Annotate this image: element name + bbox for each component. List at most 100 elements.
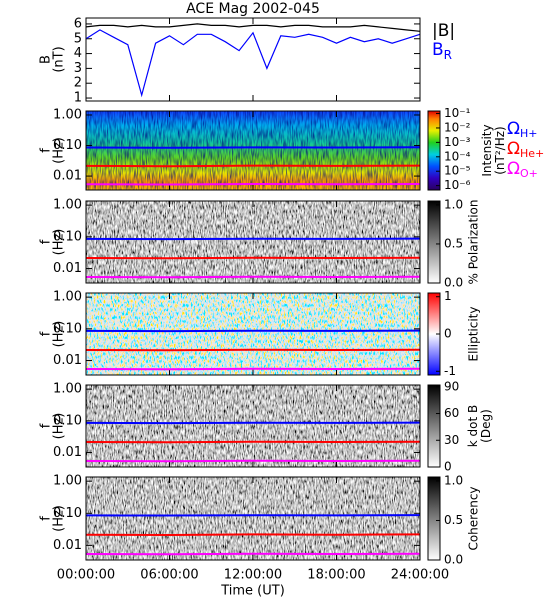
series-line (85, 533, 421, 537)
y-tick-label: 0.10 (53, 413, 82, 428)
plot-frame (85, 200, 421, 284)
series-line (85, 440, 421, 444)
y-tick-label: 2 (74, 76, 82, 91)
colorbar-label: k dot B (466, 405, 480, 447)
colorbar-label: Ellipticity (467, 307, 481, 362)
legend-label: ΩO+ (507, 159, 538, 180)
series-line (85, 348, 421, 352)
series-line (85, 367, 421, 371)
plot-frame (85, 292, 421, 376)
colorbar (427, 200, 441, 284)
series-line (85, 552, 421, 556)
y-axis-label: f (39, 423, 54, 428)
colorbar-tick-label: 1 (444, 289, 452, 303)
y-axis-label: (Hz) (52, 505, 67, 532)
y-axis-label: (Hz) (52, 137, 67, 164)
y-tick-label: 1.00 (53, 382, 82, 397)
spectrogram-texture (86, 477, 420, 560)
colorbar-label: Intensity (480, 124, 494, 176)
legend-name: Ω (507, 159, 520, 179)
colorbar-tick-label: 0.5 (444, 513, 463, 527)
colorbar-tick-label: 10⁻³ (444, 135, 471, 149)
y-tick-label: 0.01 (53, 353, 82, 368)
colorbar-tick-label: 60 (444, 406, 459, 420)
colorbar-tick-label: 1.0 (444, 473, 463, 487)
spectrogram-texture (86, 201, 420, 283)
colorbar-label: (nT²/Hz) (493, 126, 507, 174)
x-tick-label: 24:00:00 (391, 568, 449, 583)
y-tick-label: 0.01 (53, 261, 82, 276)
series-line (85, 164, 421, 168)
y-tick-label: 0.10 (53, 229, 82, 244)
x-tick-label: 12:00:00 (224, 568, 282, 583)
y-tick-label: 0.10 (53, 321, 82, 336)
y-tick-label: 0.10 (53, 506, 82, 521)
plot-frame (85, 110, 421, 191)
legend-label: |B| (432, 21, 455, 41)
plot-frame (85, 384, 421, 468)
legend-subscript: R (444, 48, 452, 62)
legend-subscript: He+ (520, 147, 544, 160)
y-tick-label: 4 (74, 46, 82, 61)
spectrogram-texture (86, 293, 420, 375)
colorbar-tick-label: 0 (444, 327, 452, 341)
colorbar-tick-label: 10⁻¹ (444, 106, 471, 120)
legend-name: Ω (507, 139, 520, 159)
y-axis-label: (nT) (52, 46, 67, 72)
y-axis-label: f (39, 239, 54, 244)
series-line (85, 459, 421, 463)
colorbar-tick-label: 10⁻⁴ (444, 149, 471, 163)
spectrogram-texture (86, 111, 420, 190)
x-tick-label: 18:00:00 (307, 568, 365, 583)
series-line (85, 256, 421, 260)
y-axis-label: f (39, 516, 54, 521)
series-line (85, 329, 421, 333)
legend-subscript: H+ (520, 127, 538, 140)
series-line (85, 182, 421, 186)
y-tick-label: 1.00 (53, 107, 82, 122)
colorbar-label: Coherency (467, 486, 481, 550)
colorbar-tick-label: 0.5 (444, 236, 463, 250)
chart-title: ACE Mag 2002-045 (186, 1, 320, 17)
y-axis-label: f (39, 148, 54, 153)
y-tick-label: 0.10 (53, 138, 82, 153)
series-line (85, 275, 421, 279)
series-line (85, 23, 421, 32)
y-tick-label: 3 (74, 61, 82, 76)
plot-frame (85, 17, 421, 102)
y-tick-label: 5 (74, 31, 82, 46)
series-line (85, 146, 421, 149)
x-tick-label: 00:00:00 (57, 568, 115, 583)
series-line (85, 237, 421, 241)
legend-label: BR (432, 40, 452, 62)
legend-name: |B| (432, 21, 455, 41)
y-tick-label: 1.00 (53, 474, 82, 489)
y-axis-label: B (39, 55, 54, 64)
series-line (85, 421, 421, 425)
colorbar-tick-label: 0.0 (444, 553, 463, 567)
y-axis-label: f (39, 331, 54, 336)
y-tick-label: 1.00 (53, 198, 82, 213)
y-tick-label: 6 (74, 16, 82, 31)
colorbar-tick-label: 90 (444, 379, 459, 393)
colorbar-label: % Polarization (467, 200, 481, 285)
y-tick-label: 0.01 (53, 538, 82, 553)
legend-label: ΩH+ (507, 119, 538, 140)
spectrogram-texture (86, 385, 420, 467)
plot-frame (85, 476, 421, 561)
y-tick-label: 1 (74, 91, 82, 106)
y-tick-label: 0.01 (53, 445, 82, 460)
colorbar-tick-label: 10⁻⁶ (444, 178, 471, 192)
y-tick-label: 0.01 (53, 169, 82, 184)
series-line (85, 29, 421, 98)
legend-subscript: O+ (520, 167, 538, 180)
colorbar-tick-label: 0.0 (444, 276, 463, 290)
colorbar (427, 476, 441, 561)
colorbar-tick-label: 1.0 (444, 197, 463, 211)
colorbar-tick-label: 10⁻² (444, 120, 471, 134)
y-axis-label: (Hz) (52, 321, 67, 348)
legend-label: ΩHe+ (507, 139, 544, 160)
y-axis-label: (Hz) (52, 229, 67, 256)
colorbar-label: (Deg) (479, 409, 493, 443)
